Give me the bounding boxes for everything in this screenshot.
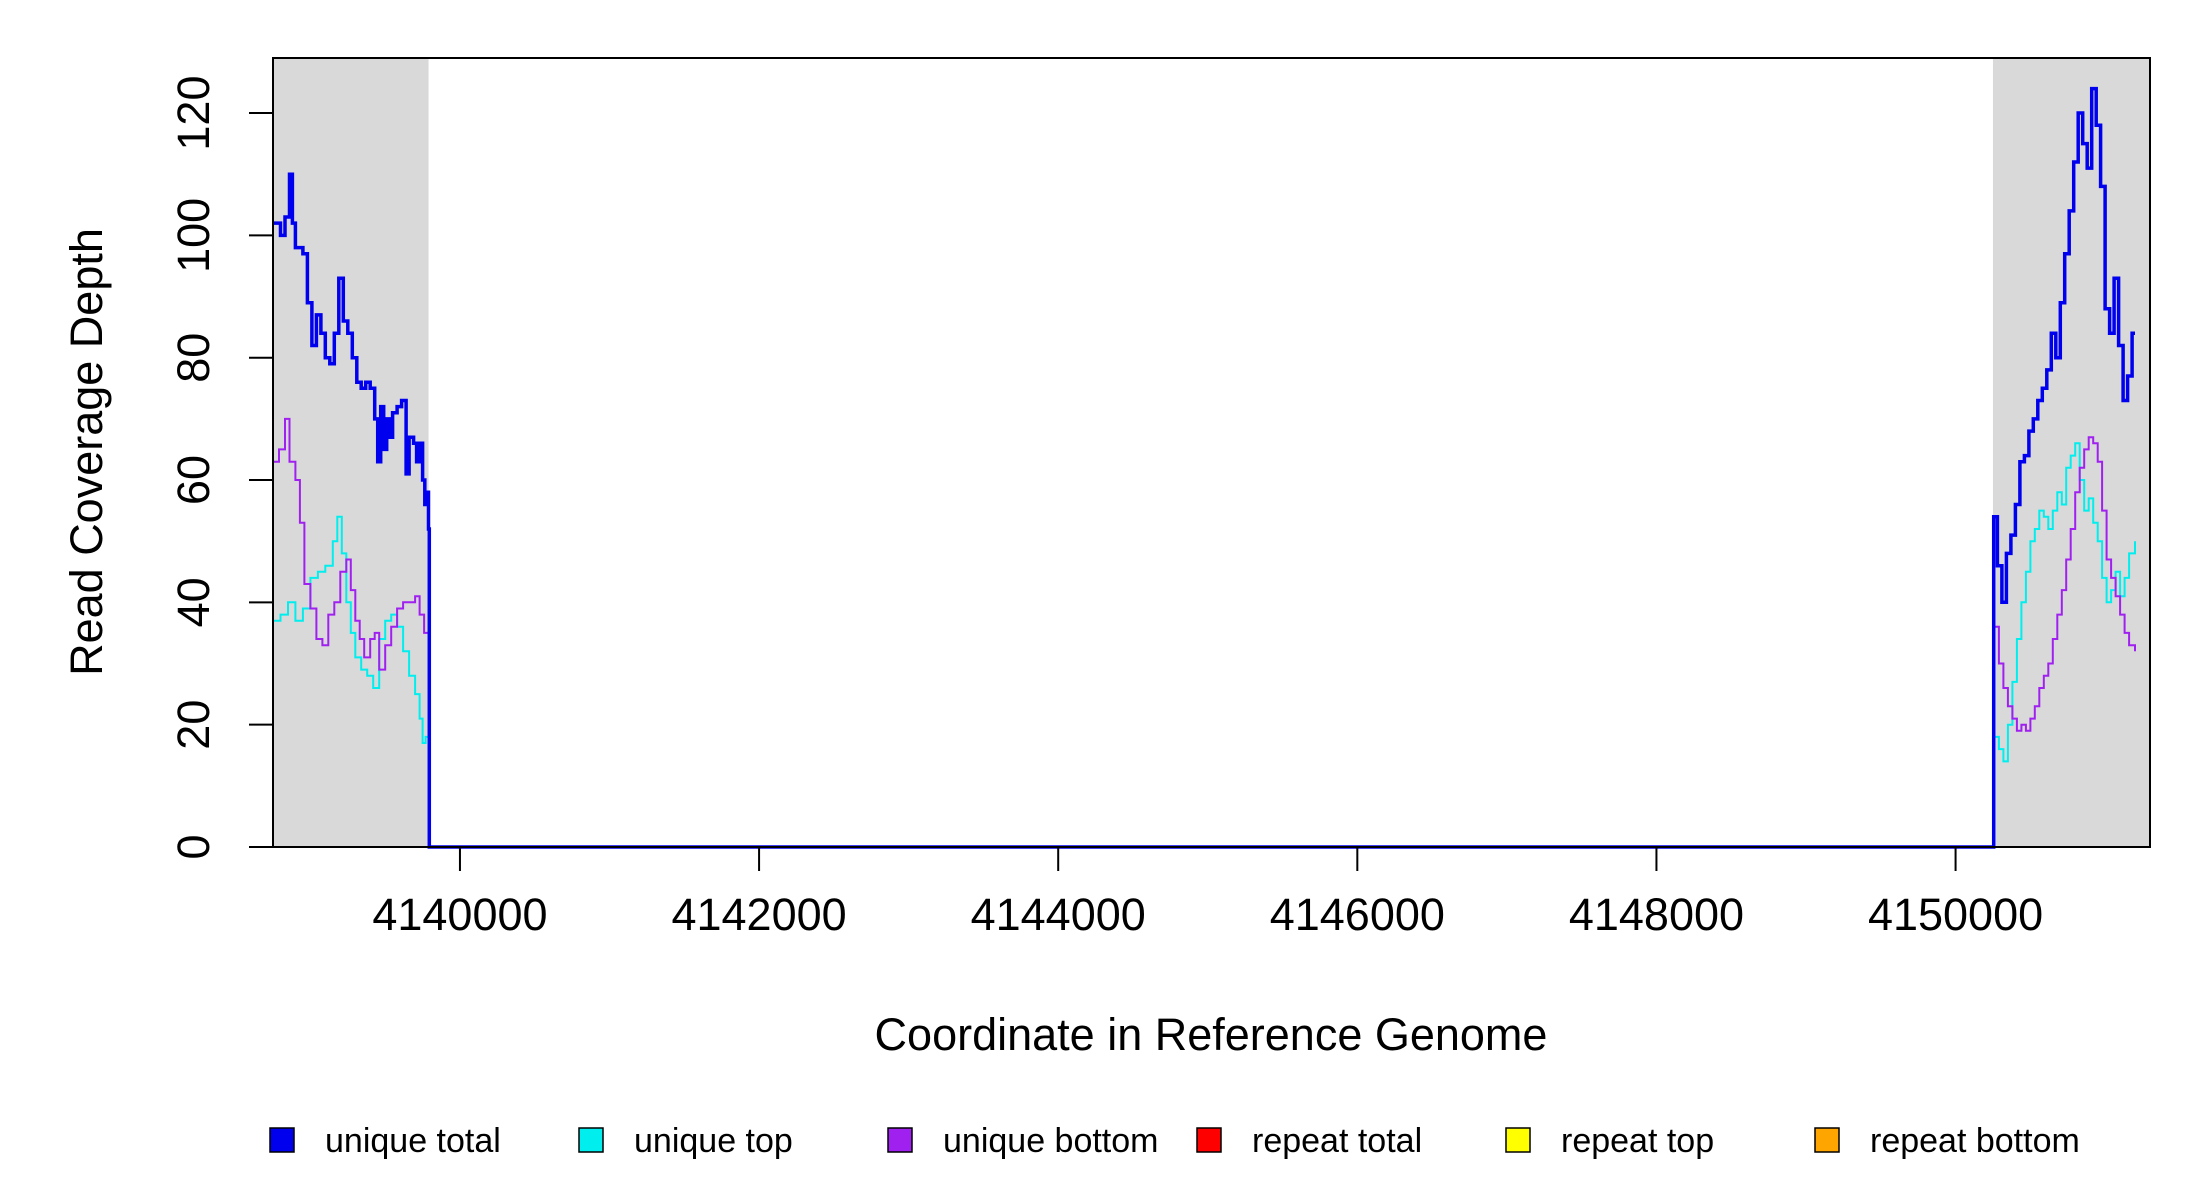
y-tick-label: 0 [168, 834, 219, 859]
legend-swatch [578, 1127, 604, 1153]
y-tick-label: 120 [168, 75, 219, 150]
legend-swatch [269, 1127, 295, 1153]
legend-label: repeat top [1561, 1122, 1714, 1160]
x-tick-label: 4140000 [372, 889, 547, 940]
y-tick-label: 20 [168, 700, 219, 750]
x-axis-title: Coordinate in Reference Genome [875, 1009, 1548, 1060]
legend-label: unique total [325, 1122, 501, 1160]
series-line-unique-top [273, 442, 2136, 848]
legend-item: unique total [269, 1122, 501, 1160]
shaded-regions [273, 58, 2150, 847]
legend-item: repeat top [1505, 1122, 1714, 1160]
legend-label: unique bottom [943, 1122, 1159, 1160]
legend-label: repeat total [1252, 1122, 1422, 1160]
legend-swatch [887, 1127, 913, 1153]
x-axis: 4140000 4142000 4144000 4146000 4148000 41500… [372, 846, 2043, 940]
y-tick-label: 40 [168, 577, 219, 627]
x-tick-label: 4146000 [1270, 889, 1445, 940]
legend-swatch [1814, 1127, 1840, 1153]
x-tick-label: 4150000 [1868, 889, 2043, 940]
series-line-unique-total [273, 86, 2135, 849]
y-axis-title: Read Coverage Depth [61, 228, 112, 676]
y-tick-label: 60 [168, 455, 219, 505]
legend-label: repeat bottom [1870, 1122, 2080, 1160]
legend-label: unique top [634, 1122, 793, 1160]
legend-swatch [1505, 1127, 1531, 1153]
y-axis: 0 20 40 60 80 100 120 [168, 75, 274, 860]
x-tick-label: 4148000 [1569, 889, 1744, 940]
y-tick-label: 80 [168, 333, 219, 383]
series-line-unique-bottom [273, 417, 2136, 848]
y-tick-label: 100 [168, 198, 219, 273]
legend-swatch [1196, 1127, 1222, 1153]
legend-item: unique bottom [887, 1122, 1159, 1160]
legend-item: unique top [578, 1122, 793, 1160]
legend-item: repeat bottom [1814, 1122, 2080, 1160]
x-tick-label: 4144000 [971, 889, 1146, 940]
shaded-region-1 [273, 58, 429, 847]
legend: unique total unique top unique bottom repea… [269, 1122, 2080, 1160]
legend-item: repeat total [1196, 1122, 1422, 1160]
shaded-region-2 [1992, 58, 2150, 847]
x-tick-label: 4142000 [671, 889, 846, 940]
